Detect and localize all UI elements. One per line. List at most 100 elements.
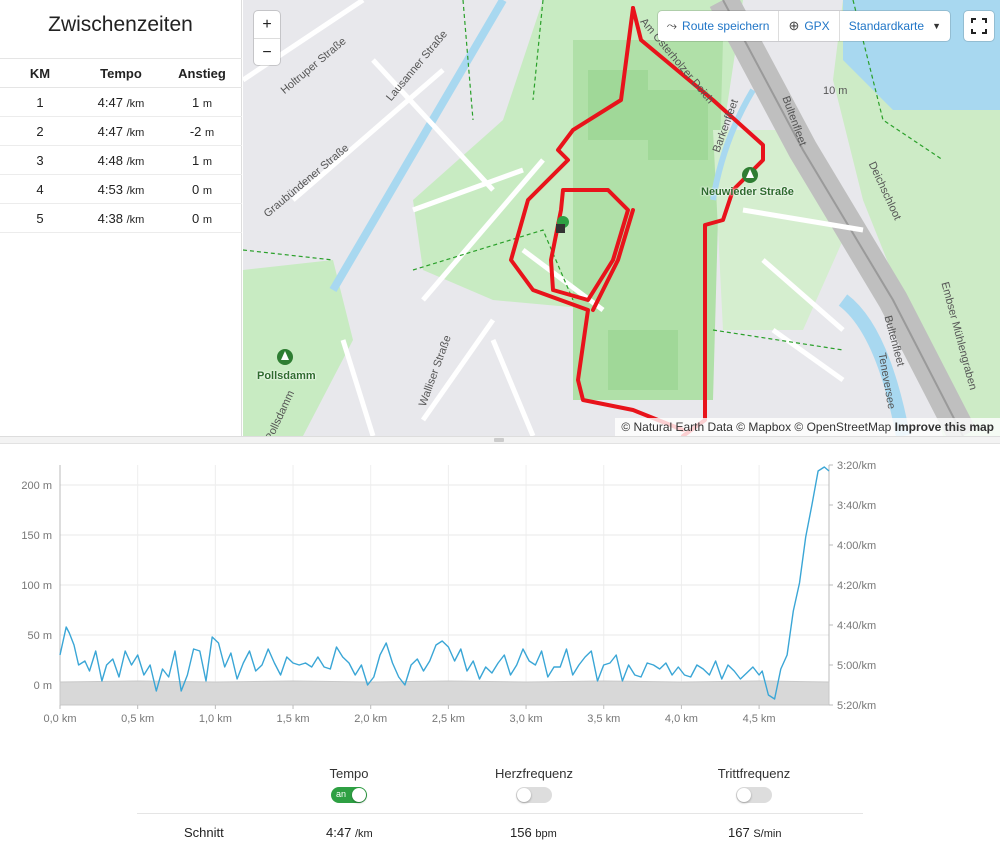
- stream: [710, 88, 756, 201]
- resize-handle[interactable]: [0, 436, 1000, 444]
- split-row: 4 4:53 /km 0 m: [0, 174, 242, 204]
- split-ascent: 0 m: [162, 203, 242, 233]
- footpaths: [243, 0, 944, 351]
- map-style-label: Standardkarte: [848, 19, 925, 33]
- park-area-pollsdamm: [243, 260, 353, 436]
- gpx-download-button[interactable]: ⊕ GPX: [779, 11, 840, 41]
- map-toolbar: ⤳ Route speichern ⊕ GPX Standardkarte ▼: [657, 11, 950, 41]
- map-style-dropdown[interactable]: Standardkarte ▼: [840, 11, 950, 41]
- sports-field: [608, 330, 678, 390]
- x-tick-label: 3,5 km: [587, 713, 620, 725]
- split-row: 3 4:48 /km 1 m: [0, 145, 242, 175]
- y-right-tick-label: 4:40/km: [837, 620, 876, 632]
- metric-toggles: Tempo an Herzfrequenz Trittfrequenz: [0, 766, 1000, 816]
- average-pace: 4:47 /km: [326, 825, 373, 840]
- y-left-tick-label: 0 m: [34, 680, 52, 692]
- cadence-switch[interactable]: [736, 787, 772, 803]
- split-pace: 4:48 /km: [80, 145, 162, 175]
- toggle-cadence: Trittfrequenz: [684, 766, 824, 806]
- y-left-tick-label: 200 m: [21, 480, 52, 492]
- gpx-label: GPX: [804, 19, 830, 33]
- y-right-tick-label: 5:00/km: [837, 660, 876, 672]
- split-km: 3: [0, 145, 80, 175]
- average-row: Schnitt 4:47 /km 156 bpm 167 S/min: [137, 813, 863, 853]
- switch-on-text: an: [336, 789, 347, 799]
- zoom-control: + −: [254, 11, 280, 65]
- split-ascent: -2 m: [162, 116, 242, 146]
- split-row: 5 4:38 /km 0 m: [0, 203, 242, 233]
- split-row: 1 4:47 /km 1 m: [0, 87, 242, 117]
- header-km: KM: [0, 58, 80, 88]
- finish-flag-icon: [556, 224, 565, 233]
- pace-line-path: [59, 466, 830, 700]
- tempo-switch[interactable]: an: [331, 787, 367, 803]
- splits-panel: Zwischenzeiten KM Tempo Anstieg 1 4:47 /k…: [0, 0, 242, 436]
- split-pace: 4:38 /km: [80, 203, 162, 233]
- splits-header-row: KM Tempo Anstieg: [0, 58, 242, 88]
- x-tick-label: 1,0 km: [199, 713, 232, 725]
- split-km: 2: [0, 116, 80, 146]
- route-map[interactable]: Holtruper Straße Lausanner Straße Graubü…: [243, 0, 1000, 436]
- split-pace: 4:53 /km: [80, 174, 162, 204]
- sports-field: [648, 90, 708, 160]
- toggle-heartrate-label: Herzfrequenz: [494, 766, 574, 781]
- y-right-tick-label: 4:00/km: [837, 540, 876, 552]
- y-left-tick-label: 100 m: [21, 580, 52, 592]
- split-ascent: 1 m: [162, 87, 242, 117]
- save-route-button[interactable]: ⤳ Route speichern: [658, 11, 780, 41]
- pace-line: [59, 466, 830, 700]
- sports-field: [588, 70, 648, 140]
- header-pace: Tempo: [80, 58, 162, 88]
- chart-grid: [59, 465, 830, 706]
- x-tick-label: 2,0 km: [354, 713, 387, 725]
- split-pace: 4:47 /km: [80, 87, 162, 117]
- chevron-down-icon: ▼: [932, 21, 941, 31]
- toggle-tempo: Tempo an: [279, 766, 419, 806]
- route-icon: ⤳: [666, 18, 678, 33]
- pace-elevation-chart[interactable]: 0,0 km 0,5 km 1,0 km 1,5 km 2,0 km 2,5 km 3,0 …: [0, 452, 1000, 732]
- canal: [838, 294, 910, 436]
- poi-label-neuwieder: Neuwieder Straße: [701, 186, 794, 198]
- x-tick-label: 0,0 km: [43, 713, 76, 725]
- split-km: 4: [0, 174, 80, 204]
- split-pace: 4:47 /km: [80, 116, 162, 146]
- x-tick-label: 1,5 km: [277, 713, 310, 725]
- average-cadence-unit: S/min: [753, 828, 782, 840]
- average-pace-value: 4:47: [326, 825, 352, 840]
- fullscreen-button[interactable]: [964, 11, 994, 41]
- attribution-text: © Natural Earth Data © Mapbox © OpenStre…: [621, 420, 892, 434]
- x-tick-label: 2,5 km: [432, 713, 465, 725]
- x-tick-label: 3,0 km: [510, 713, 543, 725]
- poi-label-pollsdamm: Pollsdamm: [257, 370, 316, 382]
- zoom-in-button[interactable]: +: [262, 16, 272, 33]
- elevation-area: [59, 680, 830, 706]
- heartrate-switch[interactable]: [516, 787, 552, 803]
- y-right-tick-label: 3:20/km: [837, 460, 876, 472]
- zoom-out-button[interactable]: −: [254, 38, 280, 65]
- map-canvas[interactable]: [243, 0, 1000, 436]
- improve-map-link[interactable]: Improve this map: [894, 420, 994, 434]
- average-hr-value: 156: [510, 825, 532, 840]
- average-pace-unit: /km: [354, 828, 373, 840]
- split-ascent: 1 m: [162, 145, 242, 175]
- y-right-ticks: 3:20/km 3:40/km 4:00/km 4:20/km 4:40/km 5:00/…: [829, 460, 876, 712]
- average-label: Schnitt: [184, 825, 224, 840]
- split-km: 1: [0, 87, 80, 117]
- river: [329, 0, 507, 293]
- toggle-tempo-label: Tempo: [329, 766, 369, 781]
- split-ascent: 0 m: [162, 174, 242, 204]
- splits-table: KM Tempo Anstieg 1 4:47 /km 1 m 2 4:47 /km -2…: [0, 58, 242, 233]
- average-cadence: 167 S/min: [728, 825, 781, 840]
- split-row: 2 4:47 /km -2 m: [0, 116, 242, 146]
- header-ascent: Anstieg: [162, 58, 242, 88]
- map-attribution: © Natural Earth Data © Mapbox © OpenStre…: [615, 418, 1000, 436]
- y-left-tick-label: 150 m: [21, 530, 52, 542]
- x-tick-label: 4,5 km: [743, 713, 776, 725]
- y-right-tick-label: 3:40/km: [837, 500, 876, 512]
- toggle-heartrate: Herzfrequenz: [464, 766, 604, 806]
- average-cadence-value: 167: [728, 825, 750, 840]
- elevation-fill: [59, 680, 830, 706]
- y-right-tick-label: 5:20/km: [837, 700, 876, 712]
- contour-label: 10 m: [823, 85, 848, 97]
